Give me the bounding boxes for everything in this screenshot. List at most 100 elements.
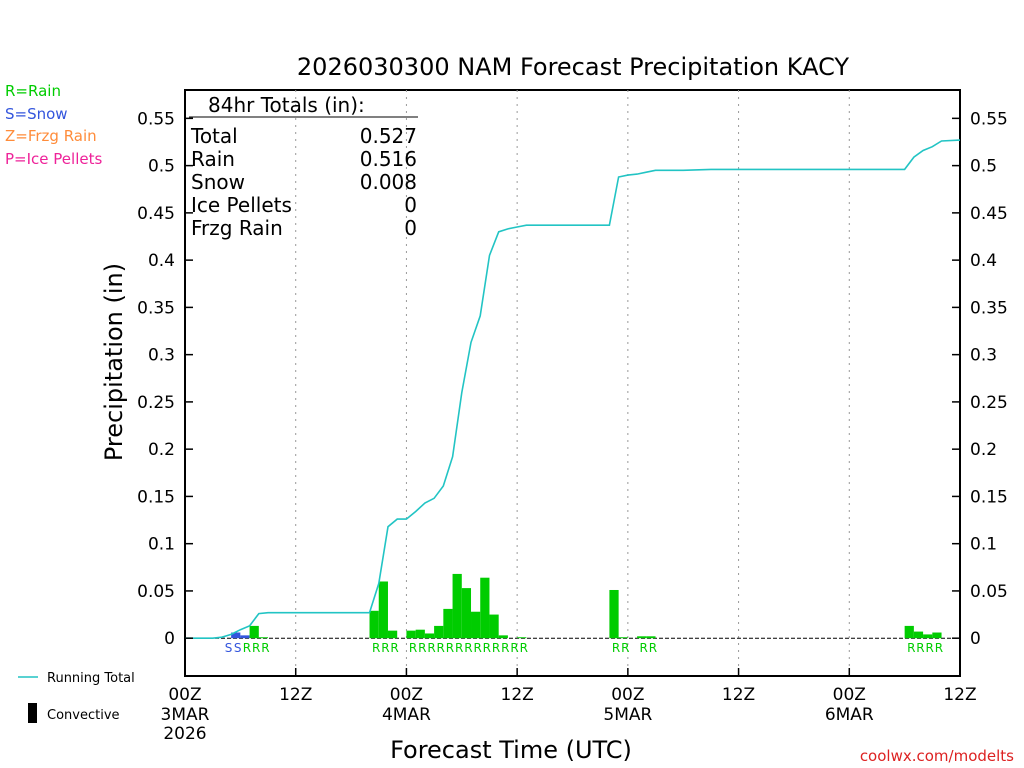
- y-tick-label-right-1: 0.05: [970, 582, 1008, 602]
- y-tick-label-left-2: 0.1: [148, 535, 175, 555]
- y-tick-label-right-6: 0.3: [970, 346, 997, 366]
- ptype-label-2: R: [243, 641, 251, 655]
- x-tick-label-7: 12Z: [943, 685, 976, 705]
- convective-legend-label: Convective: [47, 708, 120, 723]
- y-tick-label-right-11: 0.55: [970, 109, 1008, 129]
- y-axis-label: Precipitation (in): [100, 263, 128, 461]
- precip-bar-16: [489, 614, 499, 639]
- precip-bar-22: [646, 636, 656, 639]
- totals-header: 84hr Totals (in):: [208, 93, 365, 117]
- y-tick-label-left-3: 0.15: [137, 487, 175, 507]
- precip-bar-4: [369, 610, 379, 639]
- ptype-label-19: R: [510, 641, 518, 655]
- ptype-label-23: R: [640, 641, 648, 655]
- y-tick-label-right-4: 0.2: [970, 440, 997, 460]
- running-total-legend-label: Running Total: [47, 671, 135, 686]
- legend-snow: S=Snow: [5, 105, 68, 123]
- precip-bar-7: [406, 630, 416, 639]
- x-tick-label-6: 00Z: [833, 685, 866, 705]
- precip-bar-25: [923, 634, 933, 639]
- precip-bar-23: [904, 625, 914, 639]
- y-tick-label-right-7: 0.35: [970, 298, 1008, 318]
- totals-label-0: Total: [190, 124, 238, 148]
- y-tick-label-right-9: 0.45: [970, 204, 1008, 224]
- totals-value-2: 0.008: [360, 170, 417, 194]
- y-axis-right: 0 0.05 0.1 0.15 0.2 0.25 0.3 0.35 0.4 0.45 0.5 0.55: [952, 109, 1008, 649]
- ptype-label-14: R: [464, 641, 472, 655]
- ptype-label-9: R: [418, 641, 426, 655]
- ptype-label-17: R: [492, 641, 500, 655]
- ptype-label-26: R: [916, 641, 924, 655]
- totals-box: 84hr Totals (in): Total 0.527 Rain 0.516 Sno…: [189, 93, 418, 240]
- ptype-legend: R=Rain S=Snow Z=Frzg Rain P=Ice Pellets: [5, 82, 102, 168]
- precip-bars: [231, 573, 942, 639]
- y-tick-label-left-0: 0: [164, 629, 175, 649]
- precip-bar-1: [240, 635, 250, 639]
- y-tick-label-left-9: 0.45: [137, 204, 175, 224]
- precip-bar-15: [480, 577, 490, 639]
- precip-bar-13: [461, 588, 472, 639]
- bottom-legend: Running Total Convective: [18, 671, 135, 723]
- precip-bar-12: [452, 573, 462, 639]
- totals-label-4: Frzg Rain: [191, 216, 283, 240]
- x-tick-date-4: 5MAR: [603, 705, 652, 725]
- x-tick-label-2: 00Z: [390, 685, 423, 705]
- x-tick-label-4: 00Z: [611, 685, 644, 705]
- x-axis-label: Forecast Time (UTC): [390, 736, 632, 764]
- legend-ice-pellets: P=Ice Pellets: [5, 150, 102, 168]
- ptype-label-3: R: [252, 641, 260, 655]
- precip-bar-6: [387, 630, 398, 639]
- precip-bar-26: [932, 632, 942, 639]
- precip-bar-3: [258, 637, 269, 639]
- running-total-line: [185, 139, 961, 640]
- y-tick-label-left-10: 0.5: [148, 157, 175, 177]
- x-tick-date-0: 3MAR: [161, 705, 210, 725]
- y-tick-label-left-5: 0.25: [137, 393, 175, 413]
- chart-title: 2026030300 NAM Forecast Precipitation KA…: [297, 53, 850, 81]
- ptype-label-22: R: [621, 641, 629, 655]
- totals-value-0: 0.527: [360, 124, 417, 148]
- ptype-label-28: R: [935, 641, 943, 655]
- ptype-label-12: R: [446, 641, 454, 655]
- ptype-label-25: R: [907, 641, 915, 655]
- totals-value-4: 0: [404, 216, 417, 240]
- ptype-label-27: R: [926, 641, 934, 655]
- ptype-label-13: R: [455, 641, 463, 655]
- totals-label-2: Snow: [191, 170, 245, 194]
- precip-bar-14: [471, 611, 481, 639]
- ptype-label-4: R: [261, 641, 269, 655]
- ptype-label-8: R: [409, 641, 417, 655]
- y-tick-label-right-5: 0.25: [970, 393, 1008, 413]
- legend-rain: R=Rain: [5, 82, 61, 100]
- ptype-label-24: R: [649, 641, 657, 655]
- ptype-label-10: R: [427, 641, 435, 655]
- y-tick-label-left-11: 0.55: [137, 109, 175, 129]
- ptype-label-11: R: [437, 641, 445, 655]
- ptype-label-6: R: [381, 641, 389, 655]
- ptype-label-0: S: [225, 641, 233, 655]
- y-tick-label-right-2: 0.1: [970, 535, 997, 555]
- precip-bar-0: [231, 632, 241, 639]
- ptype-label-1: S: [234, 641, 242, 655]
- x-tick-label-3: 12Z: [501, 685, 534, 705]
- totals-label-3: Ice Pellets: [191, 193, 292, 217]
- y-tick-label-right-8: 0.4: [970, 251, 997, 271]
- totals-value-3: 0: [404, 193, 417, 217]
- precip-bar-19: [609, 589, 619, 639]
- precip-bar-21: [637, 636, 647, 639]
- ptype-label-18: R: [501, 641, 509, 655]
- plot-frame: [184, 89, 961, 677]
- precip-bar-18: [517, 637, 527, 639]
- y-tick-label-right-0: 0: [970, 629, 981, 649]
- y-axis-left: 0 0.05 0.1 0.15 0.2 0.25 0.3 0.35 0.4 0.45 0.5 0.55: [137, 109, 193, 649]
- ptype-label-15: R: [473, 641, 481, 655]
- convective-legend-swatch: [28, 703, 37, 723]
- ptype-label-7: R: [390, 641, 398, 655]
- precip-bar-17: [498, 635, 508, 639]
- y-tick-label-left-7: 0.35: [137, 298, 175, 318]
- totals-rows: Total 0.527 Rain 0.516 Snow 0.008 Ice Pellets 0…: [190, 124, 417, 240]
- x-tick-year-0: 2026: [163, 724, 206, 744]
- x-tick-label-5: 12Z: [722, 685, 755, 705]
- x-tick-label-1: 12Z: [279, 685, 312, 705]
